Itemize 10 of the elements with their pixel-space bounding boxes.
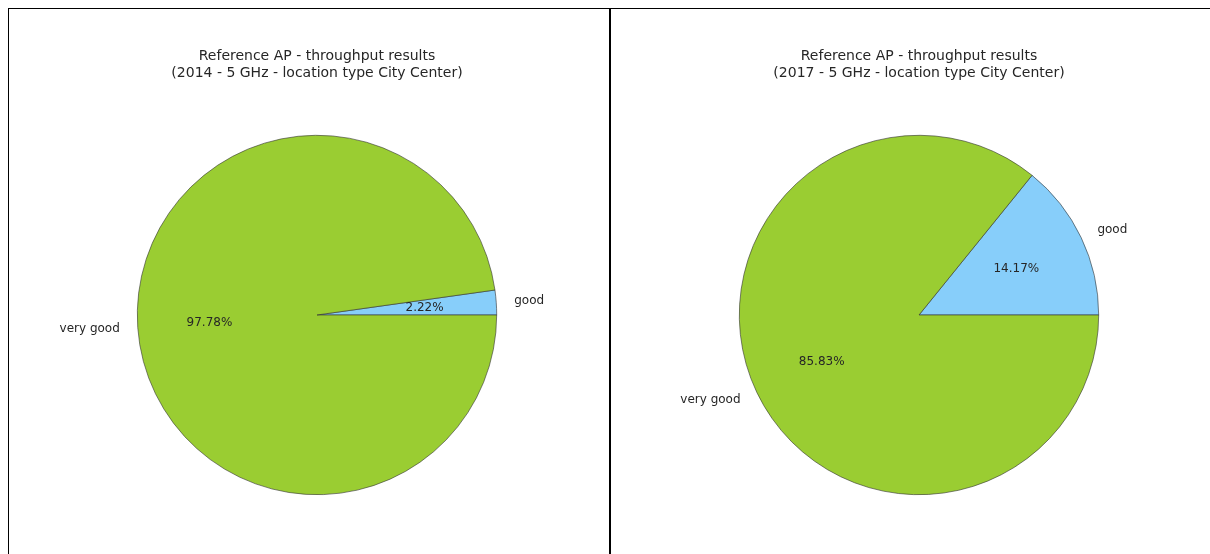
data-label: 85.83% [798,353,845,368]
chart-title: Reference AP - throughput results (2017 - 5 GHz - location type City Center) [773,46,1065,80]
data-label: 97.78% [186,314,233,329]
slice-label: good [514,293,545,308]
data-label: 14.17% [993,260,1040,275]
slice-label: good [1097,222,1128,237]
data-label: 2.22% [405,299,444,314]
slice-label: very good [680,392,741,407]
slice-label: very good [59,320,120,335]
chart-title: Reference AP - throughput results (2014 - 5 GHz - location type City Center) [171,46,463,80]
